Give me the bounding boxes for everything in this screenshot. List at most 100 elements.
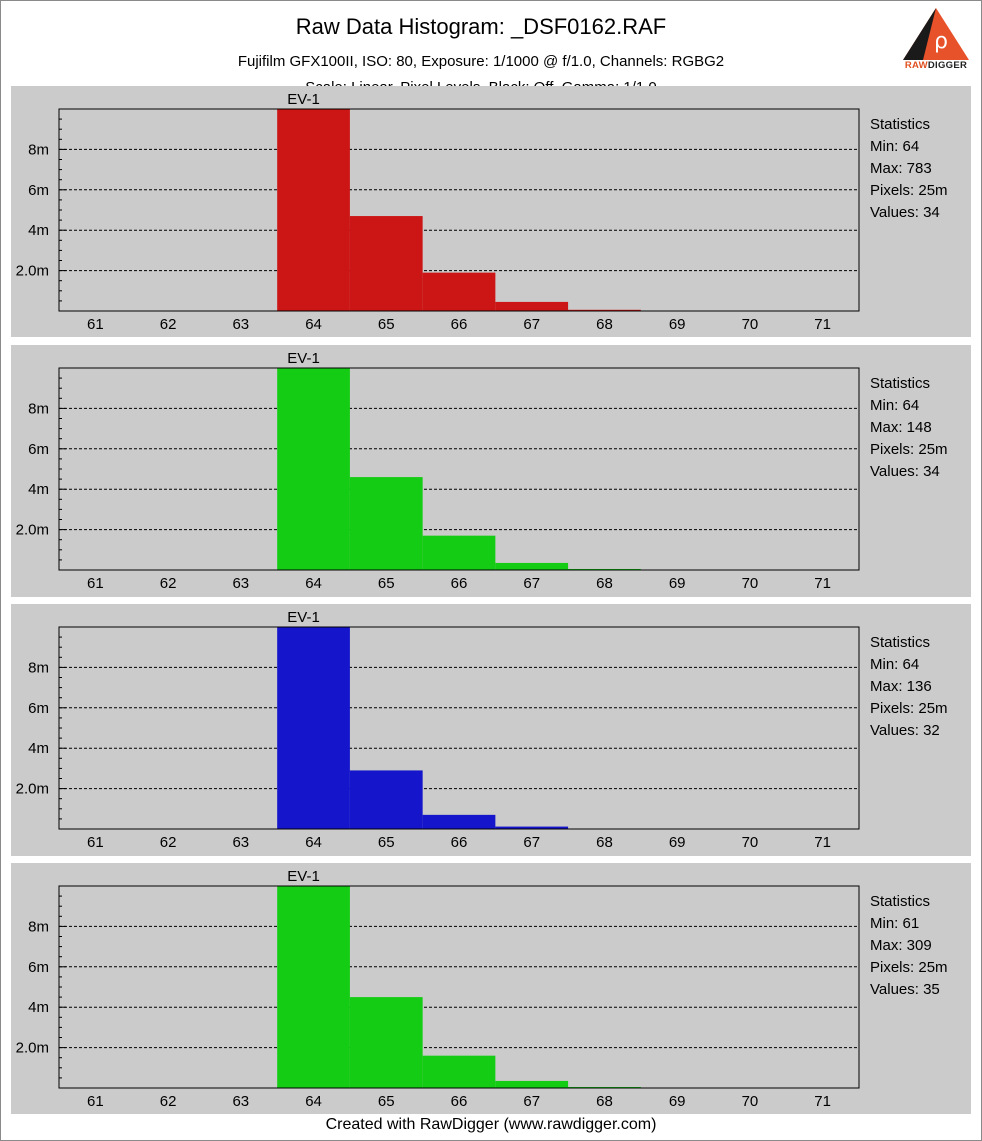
statistics-heading: Statistics (870, 375, 931, 392)
stat-max: Max: 783 (870, 160, 932, 177)
page-title: Raw Data Histogram: _DSF0162.RAF (295, 14, 667, 39)
y-tick-label: 6m (28, 700, 49, 717)
y-tick-label: 4m (28, 481, 49, 498)
plot-area (59, 886, 859, 1088)
histogram-bar (568, 568, 641, 570)
x-tick-label: 64 (305, 575, 322, 592)
x-tick-label: 64 (305, 1093, 322, 1110)
y-tick-label: 2.0m (16, 1040, 49, 1057)
histogram-panel-green: 2.0m 4m 6m 8m 61 62 63 64 65 66 67 68 69 70 71 EV-1 Sta… (11, 345, 971, 597)
x-tick-label: 68 (596, 834, 613, 851)
x-tick-label: 69 (669, 1093, 686, 1110)
histogram-bar (568, 1086, 641, 1088)
x-tick-label: 61 (87, 1093, 104, 1110)
stat-min: Min: 64 (870, 656, 920, 673)
stat-values: Values: 32 (870, 722, 940, 739)
histogram-bar (422, 272, 496, 311)
x-tick-label: 66 (451, 316, 468, 333)
x-tick-label: 62 (160, 1093, 177, 1110)
histogram-bar (349, 477, 423, 570)
x-tick-label: 71 (814, 1093, 831, 1110)
ev-label: EV-1 (287, 91, 320, 108)
y-tick-label: 2.0m (16, 263, 49, 280)
footer-credit: Created with RawDigger (www.rawdigger.co… (325, 1116, 657, 1133)
histogram-bar (277, 109, 350, 311)
histogram-panel-green2: 2.0m 4m 6m 8m 61 62 63 64 65 66 67 68 69 70 71 EV-1 Sta… (11, 863, 971, 1114)
statistics-green2: Statistics Min: 61 Max: 309 Pixels: 25m … (870, 891, 948, 1001)
x-tick-label: 63 (232, 1093, 249, 1110)
x-tick-label: 61 (87, 316, 104, 333)
histogram-bar (277, 886, 350, 1088)
x-tick-label: 65 (378, 316, 395, 333)
x-tick-label: 62 (160, 575, 177, 592)
plot-area (59, 627, 859, 829)
statistics-blue: Statistics Min: 64 Max: 136 Pixels: 25m … (870, 632, 948, 742)
x-tick-label: 66 (451, 834, 468, 851)
x-tick-label: 69 (669, 834, 686, 851)
x-tick-label: 62 (160, 316, 177, 333)
stat-values: Values: 34 (870, 463, 940, 480)
histogram-bar (495, 1080, 569, 1088)
x-tick-label: 70 (742, 575, 759, 592)
y-tick-label: 2.0m (16, 522, 49, 539)
histogram-chart-red: 2.0m 4m 6m 8m 61 62 63 64 65 66 67 68 69 70 71 EV-1 (16, 91, 860, 333)
histogram-chart-green2: 2.0m 4m 6m 8m 61 62 63 64 65 66 67 68 69 70 71 EV-1 (16, 868, 860, 1110)
stat-min: Min: 64 (870, 397, 920, 414)
x-tick-label: 64 (305, 316, 322, 333)
stat-max: Max: 136 (870, 678, 932, 695)
x-tick-label: 67 (523, 316, 540, 333)
x-tick-label: 71 (814, 316, 831, 333)
camera-info: Fujifilm GFX100II, ISO: 80, Exposure: 1/… (237, 53, 725, 70)
statistics-heading: Statistics (870, 893, 931, 910)
x-tick-label: 71 (814, 834, 831, 851)
histogram-bar (495, 826, 569, 829)
ev-label: EV-1 (287, 609, 320, 626)
histogram-bar (277, 627, 350, 829)
y-tick-label: 8m (28, 659, 49, 676)
x-tick-label: 67 (523, 575, 540, 592)
x-tick-label: 65 (378, 1093, 395, 1110)
x-tick-label: 70 (742, 834, 759, 851)
y-tick-label: 4m (28, 740, 49, 757)
y-tick-label: 6m (28, 959, 49, 976)
x-tick-label: 64 (305, 834, 322, 851)
rawdigger-logo-text: RAWDIGGER (904, 60, 968, 71)
y-tick-label: 8m (28, 400, 49, 417)
x-tick-label: 68 (596, 316, 613, 333)
x-tick-label: 69 (669, 575, 686, 592)
x-tick-label: 63 (232, 834, 249, 851)
stat-pixels: Pixels: 25m (870, 700, 948, 717)
stat-min: Min: 61 (870, 915, 920, 932)
y-tick-label: 6m (28, 441, 49, 458)
statistics-heading: Statistics (870, 116, 931, 133)
histogram-chart-blue: 2.0m 4m 6m 8m 61 62 63 64 65 66 67 68 69 70 71 EV-1 (16, 609, 860, 851)
x-tick-label: 65 (378, 834, 395, 851)
histogram-bar (349, 216, 423, 311)
svg-text:ρ: ρ (934, 29, 948, 54)
x-tick-label: 70 (742, 316, 759, 333)
stat-max: Max: 148 (870, 419, 932, 436)
ev-label: EV-1 (287, 350, 320, 367)
ev-label: EV-1 (287, 868, 320, 885)
histogram-chart-green: 2.0m 4m 6m 8m 61 62 63 64 65 66 67 68 69 70 71 EV-1 (16, 350, 860, 592)
stat-pixels: Pixels: 25m (870, 959, 948, 976)
x-tick-label: 63 (232, 575, 249, 592)
histogram-bar (349, 770, 423, 829)
stat-min: Min: 64 (870, 138, 920, 155)
y-tick-label: 2.0m (16, 781, 49, 798)
histogram-bar (495, 562, 569, 570)
histogram-bar (422, 1055, 496, 1088)
histogram-bar (349, 997, 423, 1088)
x-tick-label: 61 (87, 575, 104, 592)
x-tick-label: 61 (87, 834, 104, 851)
y-tick-label: 6m (28, 182, 49, 199)
x-tick-label: 63 (232, 316, 249, 333)
histogram-bar (568, 309, 641, 311)
stat-pixels: Pixels: 25m (870, 182, 948, 199)
histogram-bar (277, 368, 350, 570)
x-tick-label: 67 (523, 834, 540, 851)
statistics-heading: Statistics (870, 634, 931, 651)
x-tick-label: 62 (160, 834, 177, 851)
x-tick-label: 70 (742, 1093, 759, 1110)
y-tick-label: 4m (28, 999, 49, 1016)
